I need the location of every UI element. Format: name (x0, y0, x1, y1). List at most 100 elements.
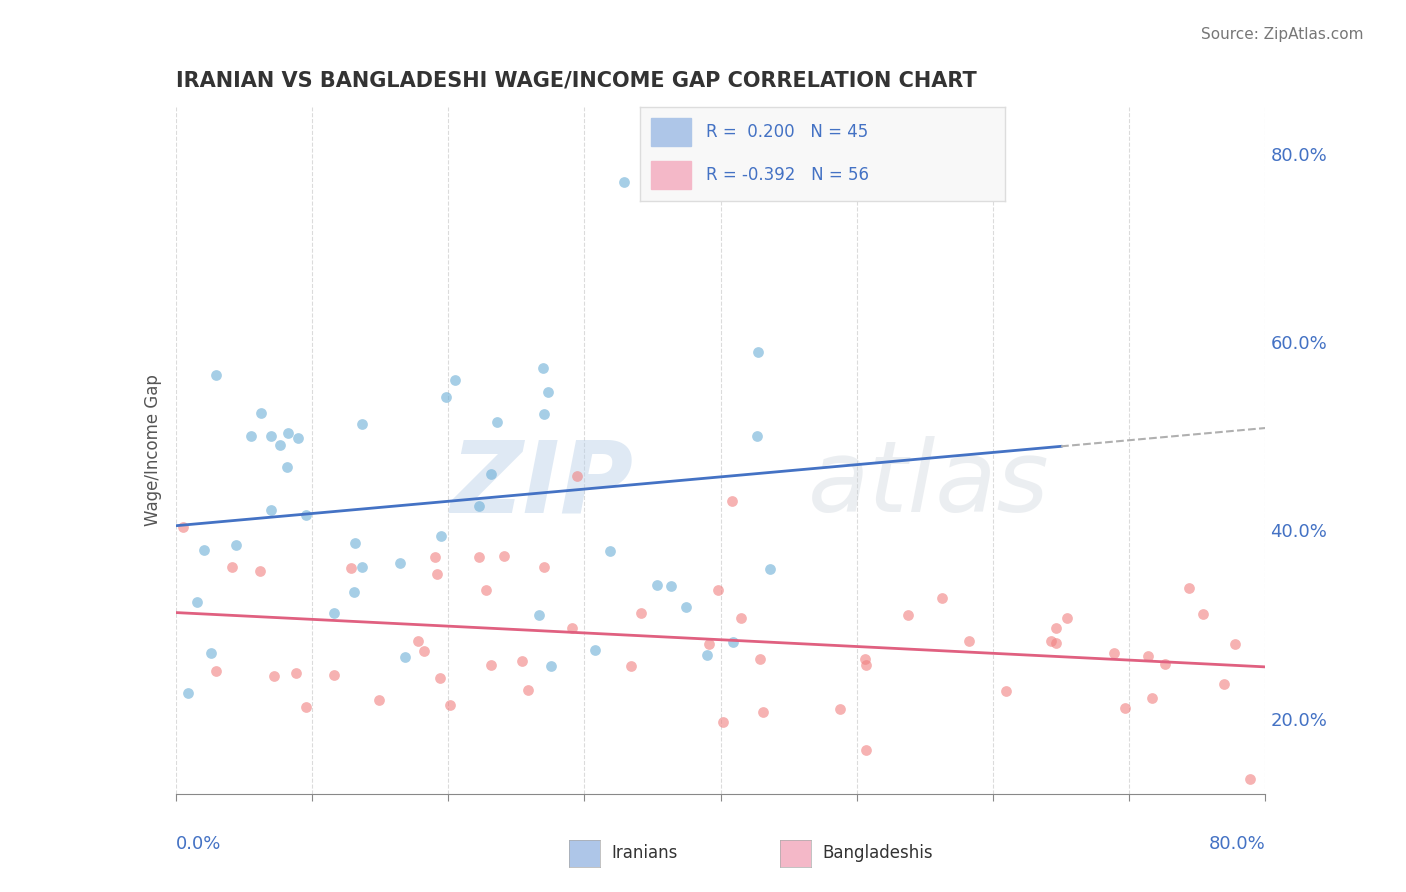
Text: 80.0%: 80.0% (1209, 835, 1265, 853)
Bar (651, 119, 690, 146)
Point (260, 429, 283, 443)
Point (225, 538, 247, 552)
Point (897, 608, 920, 623)
Point (172, 520, 194, 534)
Point (599, 544, 621, 558)
Point (481, 657, 503, 672)
Point (394, 650, 416, 665)
Point (855, 743, 877, 757)
Point (352, 559, 374, 574)
Point (706, 582, 728, 597)
Point (531, 360, 554, 375)
Point (713, 715, 735, 730)
Point (249, 564, 271, 578)
Point (250, 406, 273, 420)
Text: R = -0.392   N = 56: R = -0.392 N = 56 (706, 167, 869, 185)
Point (696, 648, 718, 662)
Point (730, 610, 752, 624)
Point (239, 429, 262, 443)
Point (177, 686, 200, 700)
Point (1045, 621, 1067, 635)
Point (260, 502, 283, 516)
Text: ZIP: ZIP (450, 436, 633, 533)
Point (269, 437, 291, 451)
Point (221, 560, 243, 574)
Point (205, 664, 228, 678)
Point (1192, 607, 1215, 621)
Point (756, 92, 779, 106)
Point (759, 562, 782, 576)
Point (468, 499, 491, 513)
Point (1223, 637, 1246, 651)
Point (429, 671, 451, 685)
Point (1040, 633, 1063, 648)
Point (1045, 636, 1067, 650)
Point (276, 460, 298, 475)
Point (368, 693, 391, 707)
Point (748, 651, 770, 665)
Point (352, 417, 374, 431)
Point (533, 407, 555, 421)
Point (200, 646, 222, 660)
Point (752, 706, 775, 720)
Point (439, 698, 461, 713)
Point (287, 431, 309, 445)
Point (340, 560, 363, 574)
Point (389, 556, 412, 570)
Point (853, 652, 876, 666)
Point (540, 658, 562, 673)
Point (492, 549, 515, 563)
Point (630, 607, 652, 621)
Point (423, 550, 446, 565)
Point (479, 467, 502, 481)
Text: R =  0.200   N = 45: R = 0.200 N = 45 (706, 123, 868, 141)
Point (444, 373, 467, 387)
Point (343, 536, 366, 550)
Point (747, 429, 769, 443)
Point (1056, 611, 1078, 625)
Point (486, 415, 509, 429)
Text: Iranians: Iranians (612, 844, 678, 862)
Point (323, 606, 346, 620)
Point (721, 634, 744, 648)
Point (828, 701, 851, 715)
Point (186, 595, 208, 609)
Point (429, 528, 451, 542)
Point (295, 700, 318, 714)
Point (645, 578, 668, 592)
Point (1137, 648, 1160, 663)
Y-axis label: Wage/Income Gap: Wage/Income Gap (143, 375, 162, 526)
Point (516, 683, 538, 698)
Point (697, 637, 720, 651)
Text: Bangladeshis: Bangladeshis (823, 844, 934, 862)
Point (468, 550, 491, 565)
Point (747, 345, 769, 359)
Text: atlas: atlas (807, 436, 1049, 533)
Point (561, 621, 583, 635)
Point (434, 390, 457, 404)
Point (343, 585, 366, 599)
Point (426, 566, 449, 581)
Point (1114, 701, 1136, 715)
Point (613, 176, 636, 190)
Point (855, 657, 877, 672)
Text: IRANIAN VS BANGLADESHI WAGE/INCOME GAP CORRELATION CHART: IRANIAN VS BANGLADESHI WAGE/INCOME GAP C… (176, 70, 977, 90)
Bar (651, 161, 690, 189)
Point (1239, 772, 1261, 787)
Point (533, 560, 555, 574)
Point (193, 543, 215, 558)
Point (277, 426, 299, 441)
Point (565, 469, 588, 483)
Point (406, 634, 429, 648)
Point (295, 508, 318, 522)
Point (994, 684, 1017, 698)
Point (1154, 657, 1177, 671)
Point (1102, 646, 1125, 660)
Point (931, 591, 953, 605)
Point (675, 600, 697, 615)
Point (1213, 676, 1236, 690)
Point (263, 669, 285, 683)
Point (721, 493, 744, 508)
Text: 0.0%: 0.0% (176, 835, 221, 853)
Point (619, 658, 641, 673)
